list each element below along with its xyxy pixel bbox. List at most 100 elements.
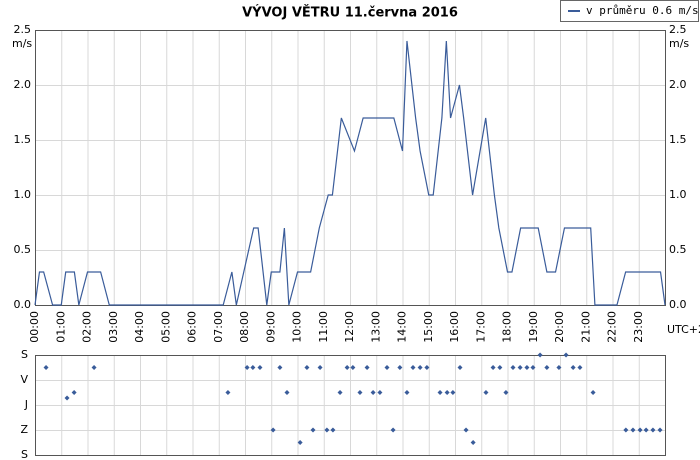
x-tick-label: 13:00 <box>369 311 382 343</box>
x-axis-label: UTC+2 <box>667 323 700 336</box>
x-tick-label: 19:00 <box>527 311 540 343</box>
direction-point <box>357 390 363 395</box>
x-tick-label: 05:00 <box>159 311 172 343</box>
y-tick-label: 1.5 <box>14 133 32 146</box>
direction-point <box>424 365 430 370</box>
direction-point <box>590 390 596 395</box>
direction-point <box>304 365 310 370</box>
x-tick-label: 00:00 <box>28 311 41 343</box>
direction-point <box>450 390 456 395</box>
direction-point <box>517 365 523 370</box>
direction-point <box>650 427 656 433</box>
y-tick-label-right: 0.0 <box>669 298 687 311</box>
y-tick-label-right: 1.0 <box>669 188 687 201</box>
direction-point <box>324 427 330 433</box>
direction-point <box>637 427 643 433</box>
y-tick-label-right: 2.0 <box>669 78 687 91</box>
x-tick-label: 16:00 <box>448 311 461 343</box>
direction-point <box>404 390 410 395</box>
direction-point <box>577 365 583 370</box>
x-tick-label: 03:00 <box>107 311 120 343</box>
direction-point <box>444 390 450 395</box>
y-axis-unit: m/s <box>12 37 32 50</box>
direction-point <box>483 390 489 395</box>
direction-point <box>344 365 350 370</box>
x-tick-label: 12:00 <box>343 311 356 343</box>
direction-point <box>330 427 336 433</box>
x-tick-label: 06:00 <box>186 311 199 343</box>
y-tick-label: S <box>21 348 28 361</box>
y-tick-label: J <box>24 398 28 411</box>
direction-point <box>530 365 536 370</box>
direction-point <box>384 365 390 370</box>
direction-point <box>537 352 543 358</box>
direction-point <box>657 427 663 433</box>
y-tick-label: 0.0 <box>14 298 32 311</box>
y-tick-label-right: 1.5 <box>669 133 687 146</box>
x-tick-label: 02:00 <box>81 311 94 343</box>
direction-point <box>397 365 403 370</box>
direction-point <box>503 390 509 395</box>
x-tick-label: 04:00 <box>133 311 146 343</box>
x-tick-label: 14:00 <box>396 311 409 343</box>
legend-box <box>560 0 699 22</box>
x-tick-label: 10:00 <box>291 311 304 343</box>
direction-point <box>284 390 290 395</box>
direction-point <box>317 365 323 370</box>
direction-point <box>490 365 496 370</box>
direction-point <box>417 365 423 370</box>
direction-point <box>544 365 550 370</box>
direction-point <box>510 365 516 370</box>
direction-point <box>390 427 396 433</box>
direction-point <box>563 352 569 358</box>
direction-point <box>350 365 356 370</box>
y-tick-label: 1.0 <box>14 188 32 201</box>
direction-point <box>297 440 303 445</box>
direction-point <box>270 427 276 433</box>
x-tick-label: 01:00 <box>54 311 67 343</box>
y-tick-label: 2.5 <box>14 23 32 36</box>
direction-point <box>377 390 383 395</box>
direction-point <box>457 365 463 370</box>
y-tick-label: S <box>21 448 28 460</box>
x-tick-label: 08:00 <box>238 311 251 343</box>
y-axis-unit-right: m/s <box>669 37 689 50</box>
direction-point <box>225 390 231 395</box>
direction-point <box>643 427 649 433</box>
direction-point <box>570 365 576 370</box>
chart-title: VÝVOJ VĚTRU 11.června 2016 <box>242 5 458 21</box>
x-tick-label: 17:00 <box>474 311 487 343</box>
x-tick-label: 20:00 <box>553 311 566 343</box>
direction-point <box>556 365 562 370</box>
y-tick-label: Z <box>20 423 28 436</box>
y-tick-label-right: 2.5 <box>669 23 687 36</box>
x-tick-label: 23:00 <box>632 311 645 343</box>
direction-point <box>64 395 70 401</box>
y-tick-label: 2.0 <box>14 78 32 91</box>
plot-frame <box>35 30 666 306</box>
x-tick-label: 11:00 <box>317 311 330 343</box>
y-tick-label-right: 0.5 <box>669 243 687 256</box>
x-tick-label: 09:00 <box>264 311 277 343</box>
direction-point <box>257 365 263 370</box>
direction-point <box>43 365 49 370</box>
direction-point <box>244 365 250 370</box>
x-tick-label: 21:00 <box>579 311 592 343</box>
direction-point <box>310 427 316 433</box>
direction-point <box>524 365 530 370</box>
direction-point <box>437 390 443 395</box>
direction-point <box>277 365 283 370</box>
direction-point <box>370 390 376 395</box>
direction-point <box>337 390 343 395</box>
y-tick-label: V <box>20 373 28 386</box>
direction-point <box>364 365 370 370</box>
direction-point <box>623 427 629 433</box>
direction-point <box>463 427 469 433</box>
direction-point <box>91 365 97 370</box>
x-tick-label: 18:00 <box>501 311 514 343</box>
direction-point <box>410 365 416 370</box>
direction-point <box>71 390 77 395</box>
legend-label: v průměru 0.6 m/s <box>586 4 699 17</box>
